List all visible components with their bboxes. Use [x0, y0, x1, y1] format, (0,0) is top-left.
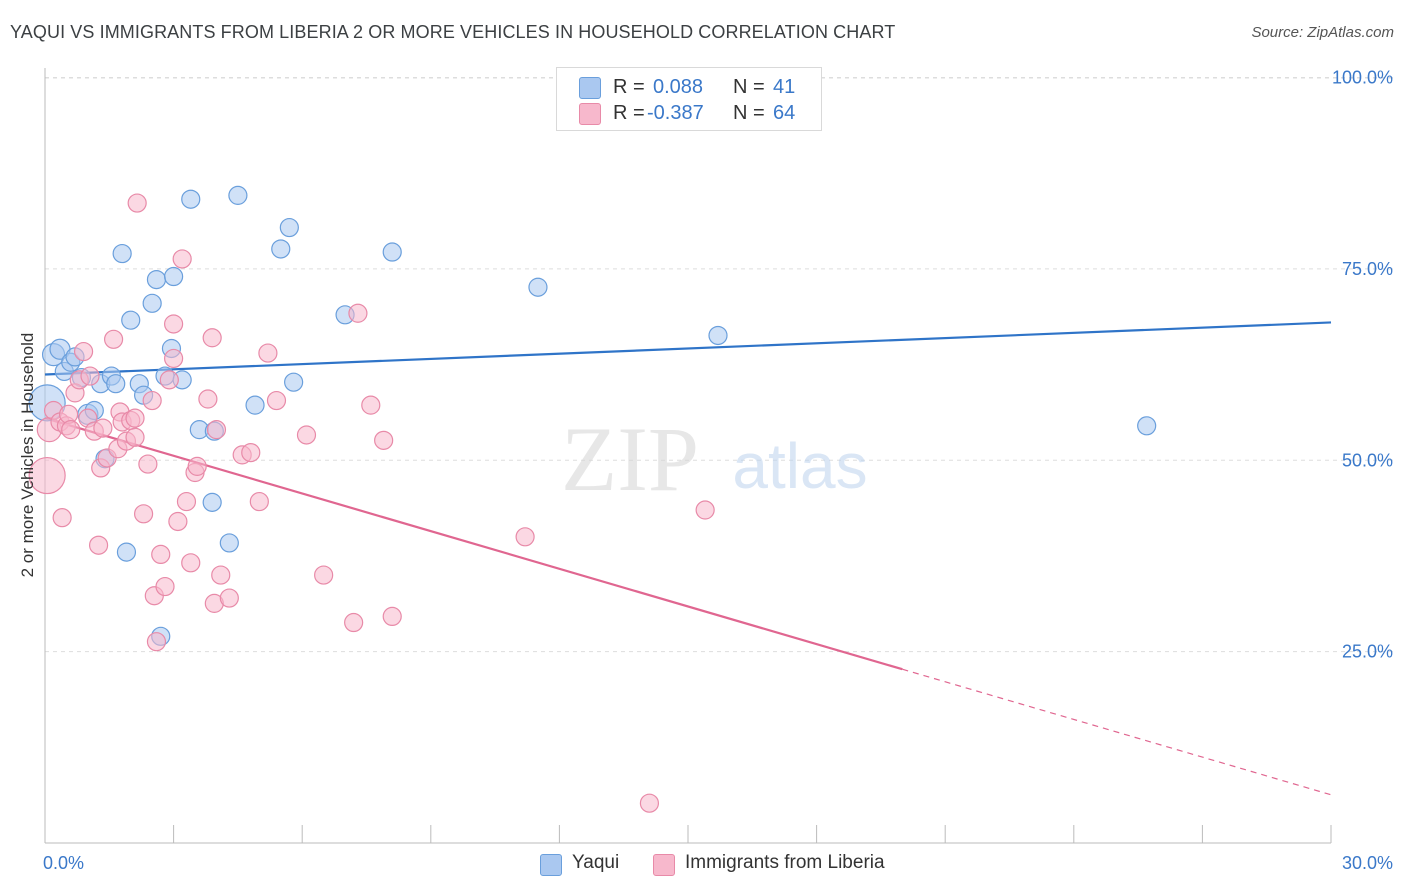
yaqui-point [202, 492, 222, 512]
watermark-zip: ZIP [561, 408, 699, 510]
legend-n-label: N = [733, 76, 765, 98]
liberia-point [93, 418, 113, 438]
liberia-legend-label: Immigrants from Liberia [685, 852, 885, 873]
liberia-point [361, 395, 381, 415]
liberia-point [314, 565, 334, 585]
liberia-point [198, 389, 218, 409]
yaqui-point [271, 239, 291, 259]
yaqui-point [245, 395, 265, 415]
liberia-point [155, 576, 175, 597]
liberia-point [176, 491, 197, 512]
liberia-point [296, 425, 317, 445]
liberia-point [187, 456, 207, 476]
legend-box: R = 0.088 N = 41 R = -0.387 N = 64 [556, 67, 822, 131]
watermark-atlas: atlas [732, 430, 867, 502]
yaqui-point [228, 185, 248, 205]
yaqui-point [181, 189, 201, 209]
liberia-legend-swatch [653, 854, 675, 876]
legend-n-value: 41 [773, 76, 796, 98]
liberia-point [241, 442, 261, 463]
y-axis-label: 2 or more Vehicles in Household [18, 333, 37, 578]
liberia-point [142, 390, 162, 411]
liberia-point [219, 588, 239, 608]
yaqui-point [382, 242, 402, 262]
x-tick-label-min: 0.0% [43, 853, 84, 873]
liberia-point [249, 491, 269, 512]
liberia-point [266, 390, 287, 411]
chart-title: YAQUI VS IMMIGRANTS FROM LIBERIA 2 OR MO… [10, 22, 896, 42]
y-tick-label: 50.0% [1342, 450, 1393, 470]
axes [44, 68, 1332, 844]
liberia-point [211, 565, 231, 585]
liberia-point [695, 500, 715, 520]
liberia-point [28, 456, 66, 495]
y-tick-label: 75.0% [1342, 259, 1393, 279]
legend-r-label: R = [613, 76, 645, 98]
liberia-point [258, 343, 278, 363]
liberia-point [146, 632, 167, 652]
liberia-point [202, 328, 222, 348]
legend-n-label: N = [733, 102, 765, 124]
liberia-point [181, 553, 201, 573]
yaqui-point [1137, 416, 1157, 436]
liberia-point [73, 341, 94, 362]
liberia-point [127, 193, 147, 213]
trend-lines [44, 321, 1332, 796]
yaqui-point [112, 243, 132, 264]
legend-r-value: -0.387 [647, 102, 704, 124]
liberia-point [515, 527, 535, 547]
yaqui-point [121, 310, 141, 330]
liberia-point [168, 511, 188, 532]
yaqui-point [284, 372, 304, 392]
liberia-point [382, 606, 402, 627]
liberia-point [88, 535, 109, 555]
liberia-trend-line [44, 417, 903, 671]
liberia-point [374, 430, 394, 450]
yaqui-point [142, 293, 162, 313]
liberia-point [639, 793, 660, 813]
yaqui-point [164, 266, 184, 287]
yaqui-point [146, 269, 167, 290]
gridlines [45, 77, 1393, 653]
liberia-point [138, 454, 158, 474]
liberia-point [164, 314, 184, 334]
liberia-point [103, 329, 124, 349]
liberia-point [172, 249, 192, 269]
x-tick-label-max: 30.0% [1342, 853, 1393, 873]
yaqui-point [106, 374, 126, 394]
liberia-point [164, 348, 184, 369]
y-tick-label: 25.0% [1342, 642, 1393, 662]
liberia-point [159, 370, 179, 390]
data-points [28, 185, 1157, 813]
liberia-point [348, 303, 368, 323]
liberia-point [344, 612, 364, 633]
tick-labels: 25.0% 50.0% 75.0% 100.0% 0.0% 30.0% [43, 68, 1393, 874]
yaqui-point [279, 217, 299, 238]
liberia-point [151, 544, 171, 565]
liberia-point [61, 420, 81, 440]
yaqui-point [116, 542, 137, 562]
liberia-point [133, 504, 154, 524]
legend-r-label: R = [613, 102, 645, 124]
liberia-point [125, 408, 145, 428]
yaqui-point [528, 277, 548, 297]
liberia-point [52, 508, 72, 528]
yaqui-legend-label: Yaqui [572, 852, 620, 873]
source-label: Source: ZipAtlas.com [1251, 24, 1394, 41]
yaqui-legend-swatch [540, 854, 562, 876]
yaqui-point [219, 533, 239, 553]
yaqui-trend-line [44, 321, 1332, 376]
yaqui-swatch [579, 77, 601, 99]
liberia-point [206, 420, 227, 440]
liberia-point [125, 427, 145, 447]
liberia-trend-line-dashed [902, 668, 1332, 796]
y-tick-label: 100.0% [1332, 68, 1393, 88]
yaqui-point [708, 325, 728, 346]
watermark: ZIP atlas [561, 408, 868, 510]
liberia-point [80, 366, 100, 386]
liberia-swatch [579, 103, 601, 125]
legend-n-value: 64 [773, 102, 796, 124]
legend-r-value: 0.088 [653, 76, 704, 98]
